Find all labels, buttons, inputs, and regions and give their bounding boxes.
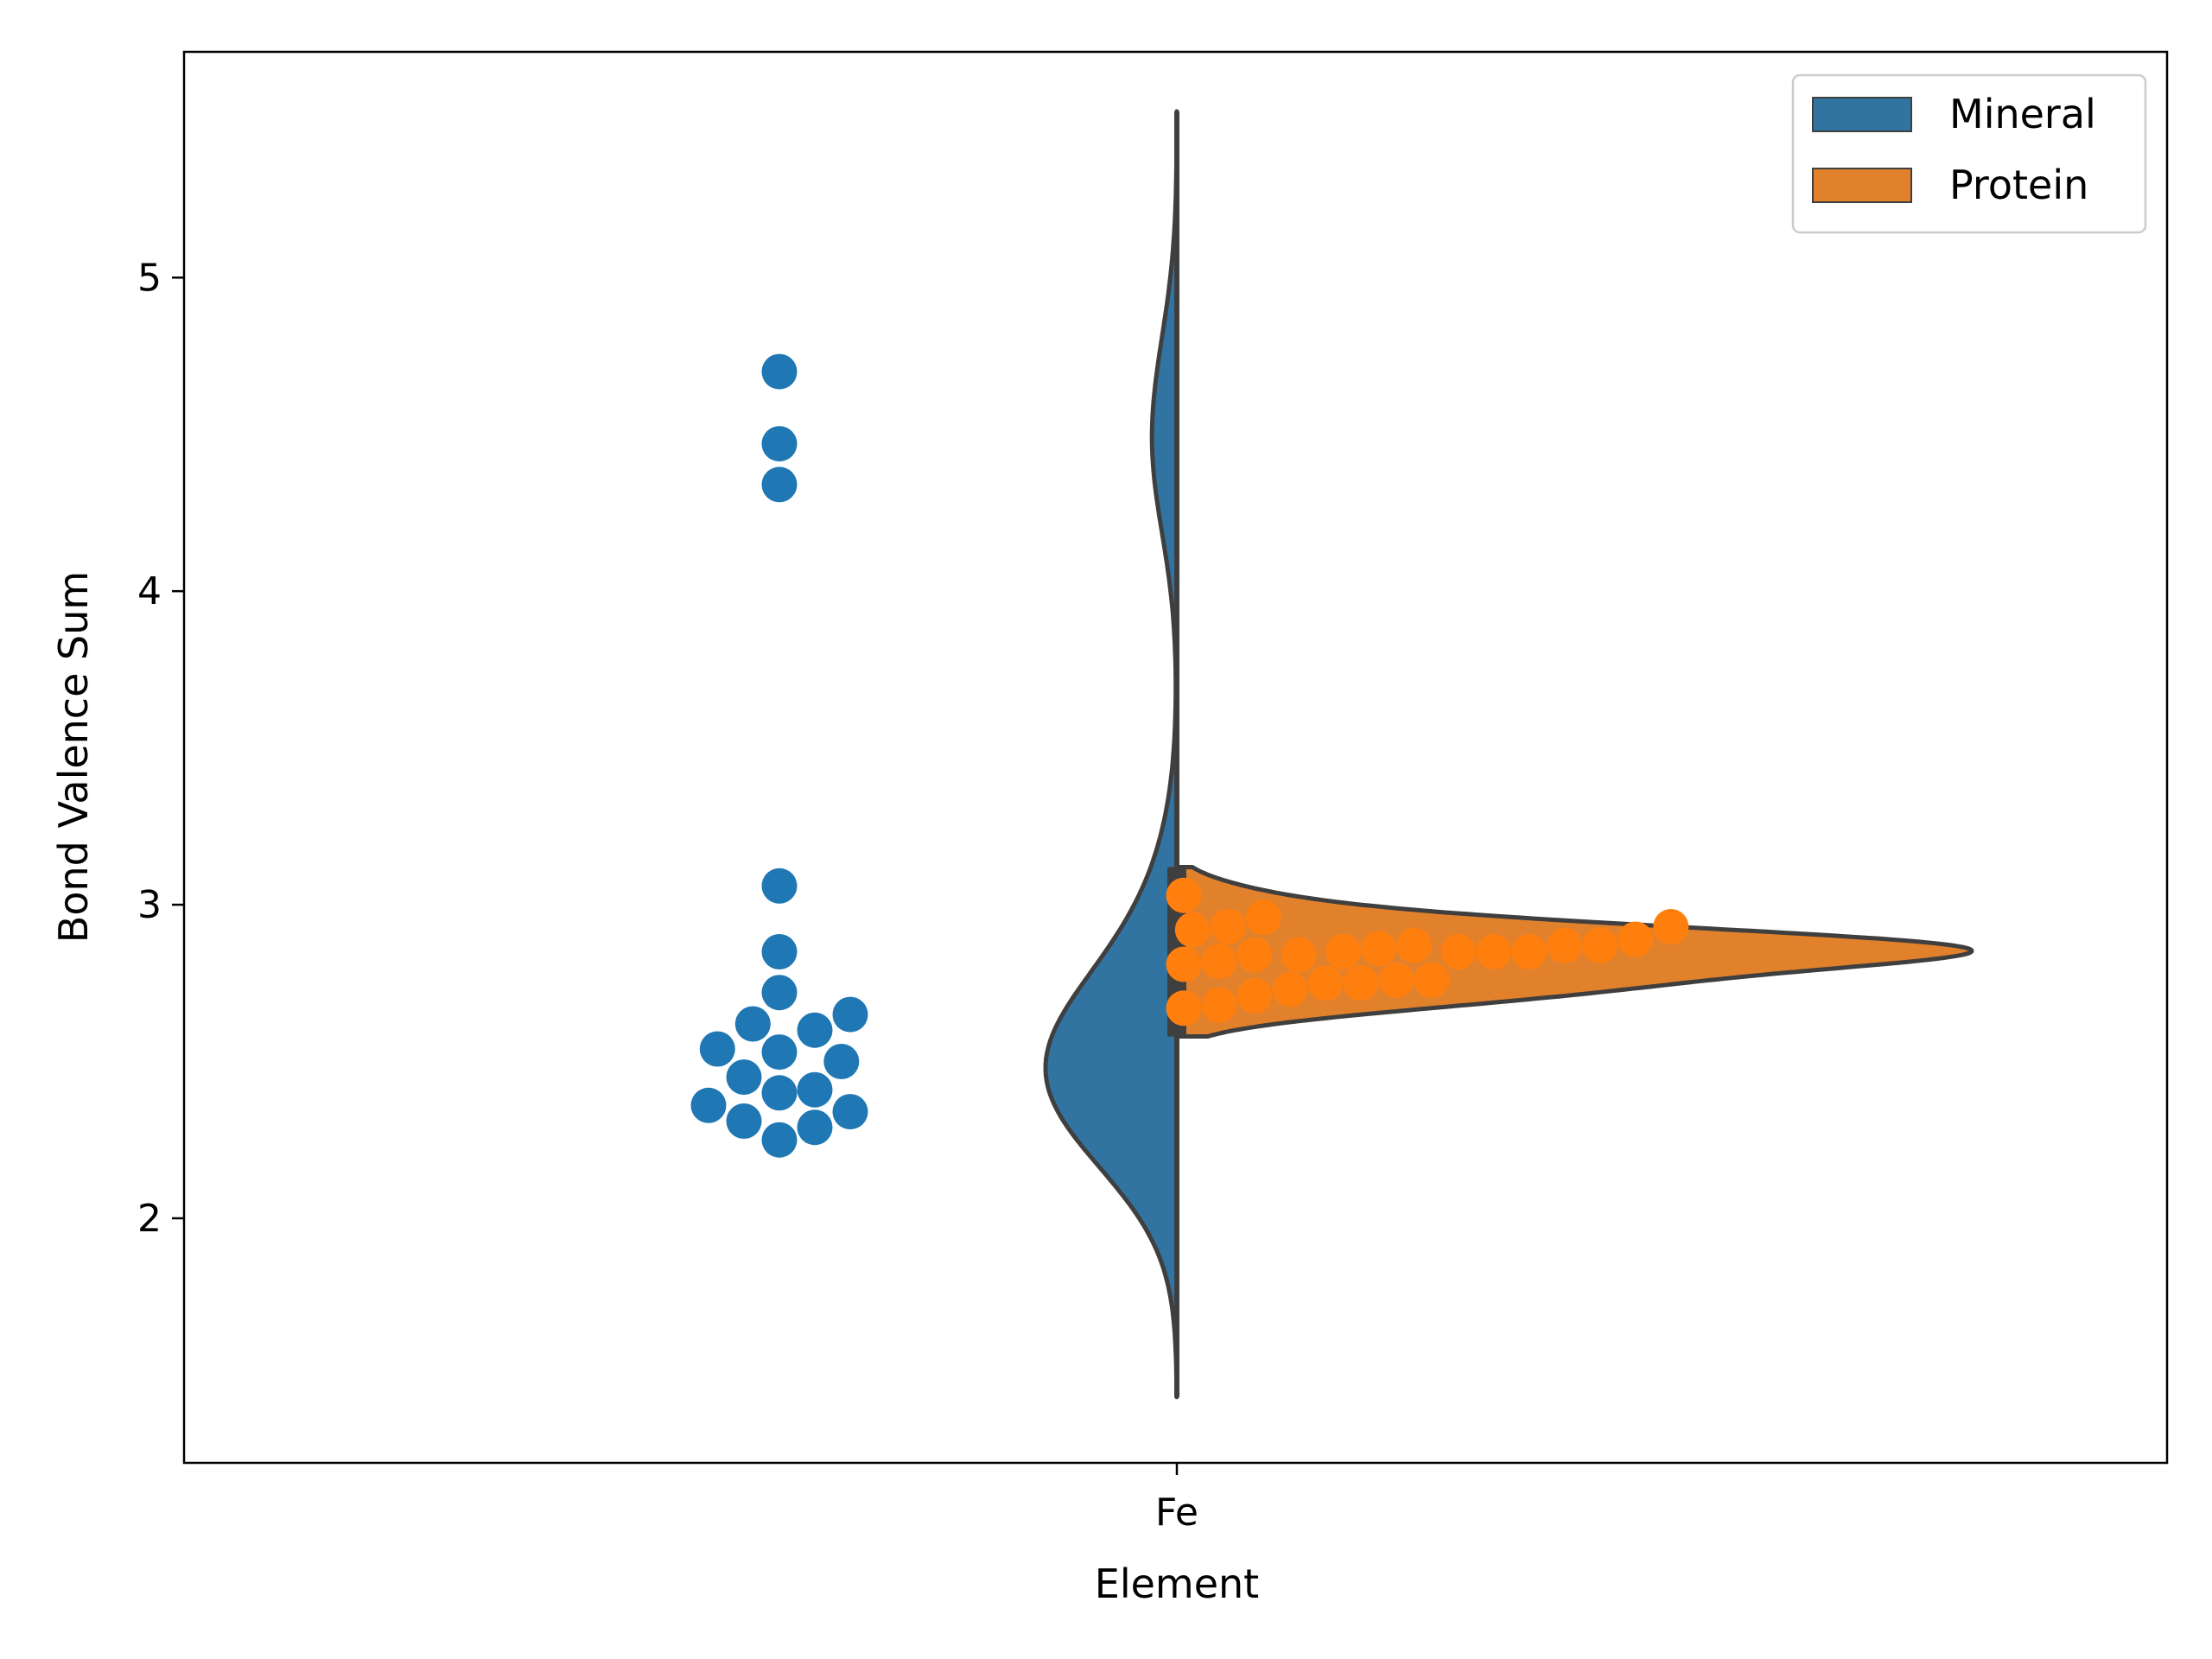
- point-mineral: [761, 467, 798, 503]
- point-mineral: [832, 996, 868, 1033]
- y-axis: 2 3 4 5: [137, 256, 184, 1241]
- point-mineral: [761, 868, 798, 904]
- y-tick-label: 5: [137, 256, 162, 300]
- y-axis-label: Bond Valence Sum: [50, 571, 97, 943]
- x-axis: Fe: [1155, 1463, 1198, 1535]
- point-protein: [1281, 937, 1317, 973]
- point-protein: [1325, 934, 1361, 969]
- point-protein: [1440, 934, 1477, 969]
- point-mineral: [761, 353, 798, 390]
- legend: Mineral Protein: [1791, 73, 2147, 234]
- point-mineral: [761, 934, 798, 969]
- point-mineral: [726, 1103, 762, 1139]
- legend-swatch-protein: [1812, 168, 1912, 203]
- point-protein: [1361, 931, 1396, 967]
- point-protein: [1166, 877, 1202, 913]
- point-protein: [1582, 927, 1618, 963]
- point-protein: [1236, 977, 1273, 1014]
- x-axis-label: Element: [1095, 1560, 1259, 1607]
- point-protein: [1236, 937, 1273, 973]
- point-protein: [1201, 943, 1237, 979]
- y-tick-label: 3: [137, 883, 162, 927]
- point-protein: [1307, 965, 1344, 1001]
- plot-frame: [182, 50, 2169, 1465]
- point-mineral: [797, 1012, 833, 1048]
- legend-swatch-mineral: [1812, 97, 1912, 132]
- point-protein: [1201, 987, 1237, 1023]
- point-protein: [1547, 927, 1583, 963]
- point-protein: [1511, 934, 1548, 969]
- point-protein: [1476, 934, 1512, 969]
- point-protein: [1272, 971, 1308, 1007]
- point-protein: [1174, 912, 1211, 948]
- legend-label-protein: Protein: [1949, 162, 2088, 208]
- point-mineral: [823, 1044, 860, 1079]
- point-protein: [1210, 909, 1246, 944]
- point-protein: [1245, 899, 1281, 936]
- point-mineral: [761, 1122, 798, 1158]
- point-mineral: [734, 1006, 771, 1042]
- legend-label-mineral: Mineral: [1949, 91, 2096, 137]
- point-mineral: [761, 1075, 798, 1111]
- point-mineral: [726, 1059, 762, 1096]
- point-protein: [1653, 909, 1689, 944]
- y-tick-label: 2: [137, 1197, 162, 1241]
- point-protein: [1618, 921, 1654, 957]
- points-layer: [690, 353, 1689, 1158]
- point-mineral: [690, 1087, 727, 1123]
- violin-mineral: [1043, 109, 1179, 1400]
- point-mineral: [761, 1034, 798, 1071]
- point-protein: [1396, 927, 1432, 963]
- point-mineral: [832, 1094, 868, 1130]
- point-protein: [1378, 962, 1414, 998]
- x-tick-label: Fe: [1155, 1491, 1198, 1535]
- point-mineral: [699, 1031, 735, 1067]
- point-mineral: [797, 1109, 833, 1146]
- y-tick-label: 4: [137, 569, 162, 613]
- point-mineral: [761, 426, 798, 462]
- point-mineral: [761, 975, 798, 1011]
- point-protein: [1414, 962, 1450, 998]
- point-mineral: [797, 1071, 833, 1108]
- point-protein: [1166, 990, 1202, 1027]
- point-protein: [1166, 946, 1202, 982]
- point-protein: [1343, 965, 1379, 1001]
